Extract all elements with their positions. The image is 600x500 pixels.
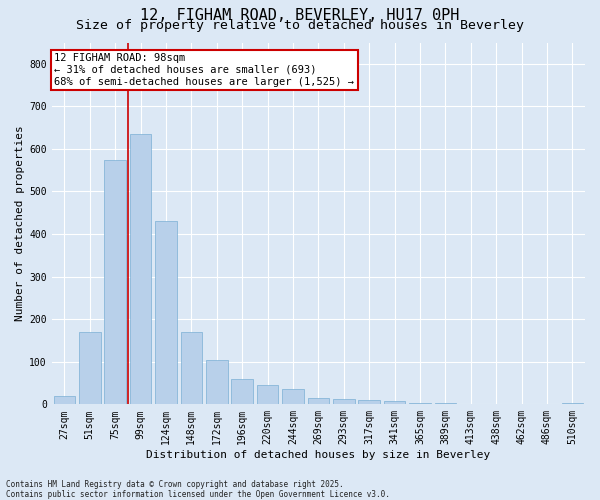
- Bar: [104, 160, 126, 404]
- Text: Contains HM Land Registry data © Crown copyright and database right 2025.
Contai: Contains HM Land Registry data © Crown c…: [6, 480, 390, 499]
- Bar: [409, 403, 431, 404]
- Bar: [384, 402, 406, 404]
- Bar: [53, 396, 75, 404]
- Text: 12, FIGHAM ROAD, BEVERLEY, HU17 0PH: 12, FIGHAM ROAD, BEVERLEY, HU17 0PH: [140, 8, 460, 22]
- Bar: [333, 399, 355, 404]
- Bar: [308, 398, 329, 404]
- Text: 12 FIGHAM ROAD: 98sqm
← 31% of detached houses are smaller (693)
68% of semi-det: 12 FIGHAM ROAD: 98sqm ← 31% of detached …: [55, 54, 355, 86]
- Bar: [232, 379, 253, 404]
- Bar: [206, 360, 227, 405]
- X-axis label: Distribution of detached houses by size in Beverley: Distribution of detached houses by size …: [146, 450, 490, 460]
- Bar: [282, 390, 304, 404]
- Text: Size of property relative to detached houses in Beverley: Size of property relative to detached ho…: [76, 19, 524, 32]
- Bar: [79, 332, 101, 404]
- Bar: [358, 400, 380, 404]
- Bar: [155, 222, 177, 404]
- Bar: [130, 134, 151, 404]
- Y-axis label: Number of detached properties: Number of detached properties: [15, 126, 25, 322]
- Bar: [181, 332, 202, 404]
- Bar: [257, 385, 278, 404]
